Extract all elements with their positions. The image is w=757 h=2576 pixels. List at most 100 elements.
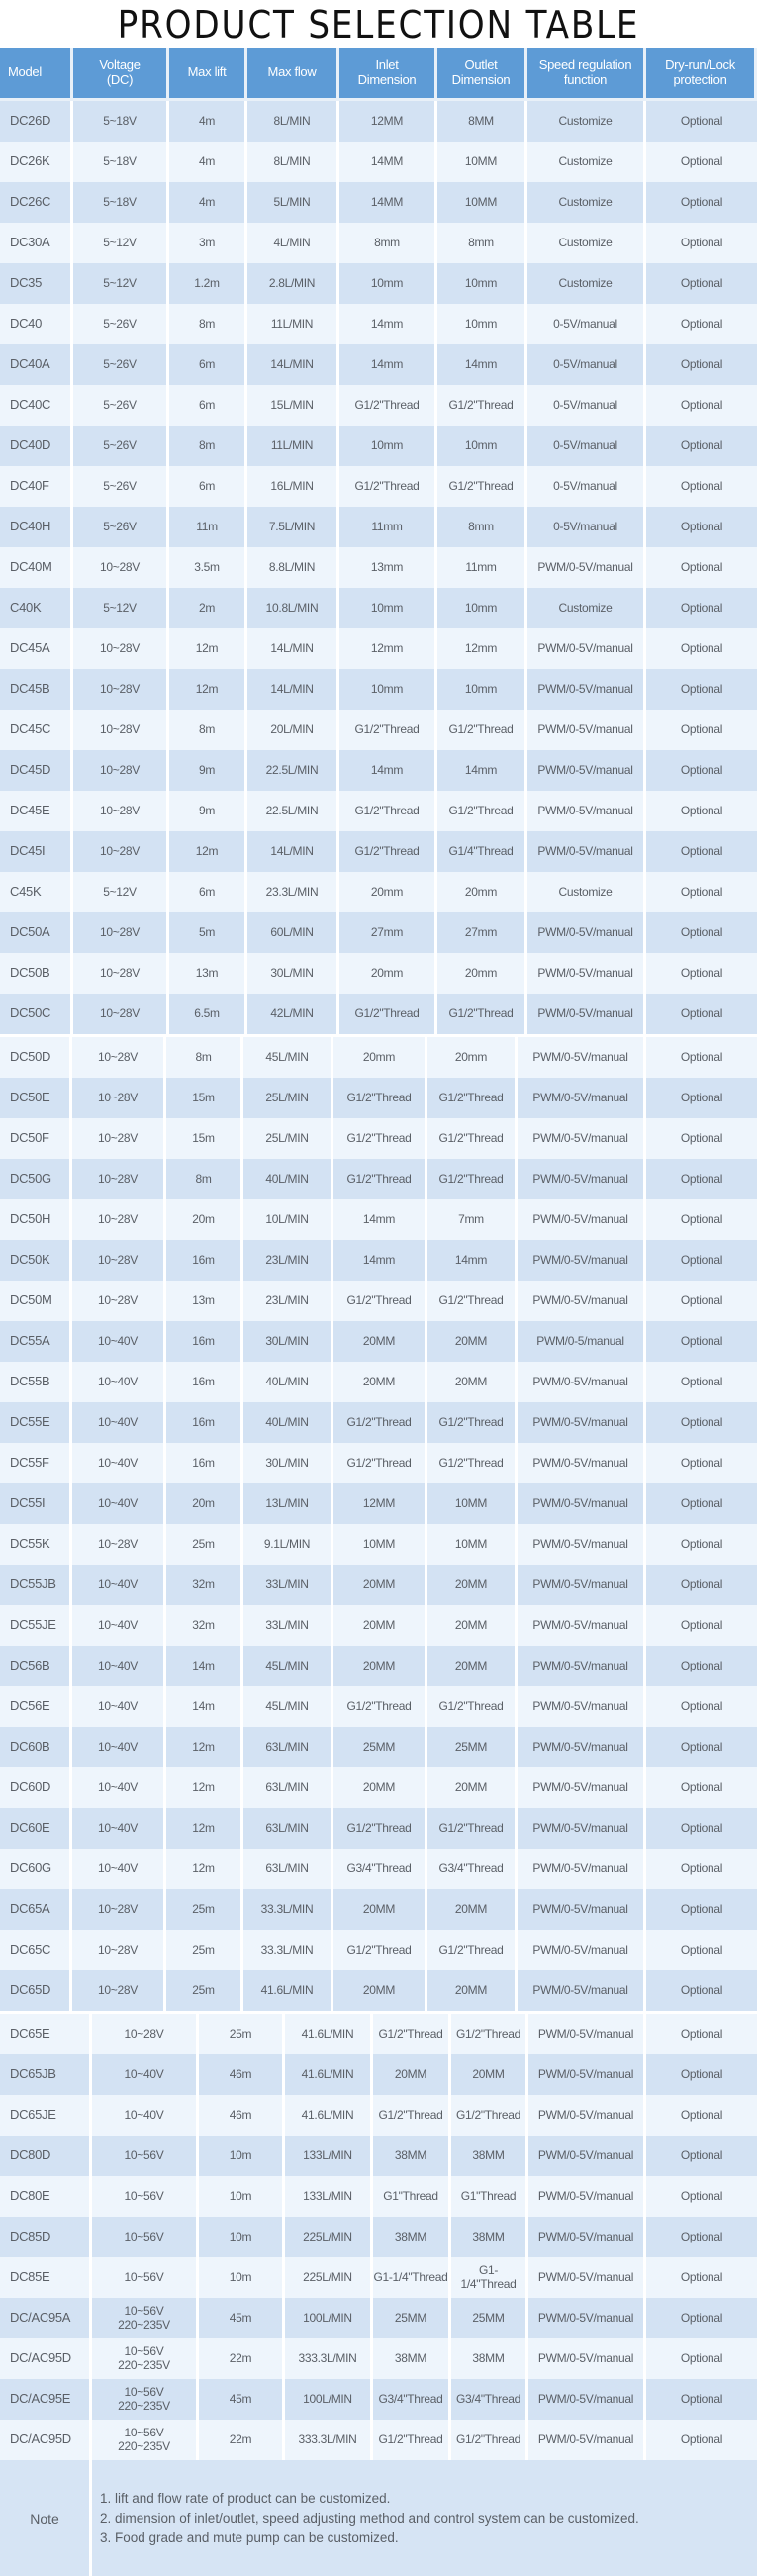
cell-model: DC56B bbox=[0, 1646, 72, 1686]
cell-voltage: 10~56V 220~235V bbox=[92, 2298, 199, 2338]
cell-speed-regulation: PWM/0-5V/manual bbox=[527, 912, 646, 953]
column-header-outlet: Outlet Dimension bbox=[437, 48, 527, 101]
cell-inlet: 20mm bbox=[333, 1037, 427, 1078]
table-row: DC50G 10~28V 8m 40L/MIN G1/2"Thread G1/2"Thre… bbox=[0, 1159, 757, 1199]
cell-max-lift: 6m bbox=[169, 872, 247, 912]
cell-max-flow: 23L/MIN bbox=[243, 1281, 333, 1321]
cell-max-flow: 33L/MIN bbox=[243, 1605, 333, 1646]
cell-outlet: 14mm bbox=[437, 750, 527, 791]
table-body: DC26D 5~18V 4m 8L/MIN 12MM 8MM Customize Option… bbox=[0, 101, 757, 2460]
cell-protection: Optional bbox=[646, 750, 757, 791]
table-row: DC60B 10~40V 12m 63L/MIN 25MM 25MM PWM/0-5V/ma… bbox=[0, 1727, 757, 1767]
table-row: DC/AC95D 10~56V 220~235V 22m 333.3L/MIN 38MM… bbox=[0, 2338, 757, 2379]
cell-voltage: 10~28V bbox=[73, 912, 169, 953]
cell-protection: Optional bbox=[646, 710, 757, 750]
cell-inlet: 20MM bbox=[333, 1565, 427, 1605]
cell-max-lift: 6m bbox=[169, 466, 247, 507]
table-row: DC56B 10~40V 14m 45L/MIN 20MM 20MM PWM/0-5V/ma… bbox=[0, 1646, 757, 1686]
cell-max-lift: 4m bbox=[169, 182, 247, 223]
cell-inlet: 14MM bbox=[339, 142, 437, 182]
cell-max-lift: 20m bbox=[166, 1483, 243, 1524]
cell-outlet: G1/2"Thread bbox=[451, 2420, 528, 2460]
cell-model: DC40A bbox=[0, 344, 73, 385]
cell-protection: Optional bbox=[646, 1078, 757, 1118]
cell-voltage: 10~28V bbox=[72, 1970, 166, 2011]
cell-protection: Optional bbox=[646, 2217, 757, 2257]
cell-model: DC50C bbox=[0, 994, 73, 1034]
cell-model: DC55F bbox=[0, 1443, 72, 1483]
cell-outlet: 20MM bbox=[427, 1565, 518, 1605]
table-row: DC26K 5~18V 4m 8L/MIN 14MM 10MM Customize Optio… bbox=[0, 142, 757, 182]
cell-outlet: G1/2"Thread bbox=[427, 1118, 518, 1159]
cell-speed-regulation: Customize bbox=[527, 182, 646, 223]
cell-protection: Optional bbox=[646, 2176, 757, 2217]
cell-max-flow: 33.3L/MIN bbox=[243, 1889, 333, 1930]
cell-speed-regulation: PWM/0-5V/manual bbox=[527, 669, 646, 710]
cell-inlet: 10mm bbox=[339, 426, 437, 466]
cell-voltage: 5~26V bbox=[73, 466, 169, 507]
cell-max-lift: 6m bbox=[169, 344, 247, 385]
cell-outlet: 20MM bbox=[427, 1321, 518, 1362]
cell-outlet: 20MM bbox=[427, 1605, 518, 1646]
table-row: DC45D 10~28V 9m 22.5L/MIN 14mm 14mm PWM/0-5V/m… bbox=[0, 750, 757, 791]
cell-outlet: 10mm bbox=[437, 426, 527, 466]
cell-protection: Optional bbox=[646, 2257, 757, 2298]
cell-max-lift: 6m bbox=[169, 385, 247, 426]
cell-inlet: 20MM bbox=[333, 1889, 427, 1930]
cell-model: DC55A bbox=[0, 1321, 72, 1362]
cell-model: DC40D bbox=[0, 426, 73, 466]
table-row: DC65D 10~28V 25m 41.6L/MIN 20MM 20MM PWM/0-5V/… bbox=[0, 1970, 757, 2011]
cell-model: DC55B bbox=[0, 1362, 72, 1402]
cell-speed-regulation: PWM/0-5V/manual bbox=[518, 1240, 646, 1281]
cell-max-lift: 32m bbox=[166, 1565, 243, 1605]
cell-protection: Optional bbox=[646, 2136, 757, 2176]
cell-outlet: 7mm bbox=[427, 1199, 518, 1240]
note-line: 3. Food grade and mute pump can be custo… bbox=[100, 2529, 399, 2545]
cell-max-lift: 4m bbox=[169, 101, 247, 142]
cell-protection: Optional bbox=[646, 953, 757, 994]
cell-protection: Optional bbox=[646, 142, 757, 182]
cell-voltage: 10~40V bbox=[72, 1321, 166, 1362]
cell-voltage: 5~26V bbox=[73, 385, 169, 426]
cell-max-lift: 9m bbox=[169, 750, 247, 791]
cell-speed-regulation: PWM/0-5V/manual bbox=[518, 1727, 646, 1767]
cell-inlet: G3/4"Thread bbox=[373, 2379, 451, 2420]
cell-outlet: 20MM bbox=[451, 2054, 528, 2095]
cell-outlet: 12mm bbox=[437, 628, 527, 669]
cell-speed-regulation: PWM/0-5V/manual bbox=[527, 628, 646, 669]
cell-max-lift: 16m bbox=[166, 1443, 243, 1483]
cell-max-flow: 2.8L/MIN bbox=[247, 263, 339, 304]
table-row: DC26C 5~18V 4m 5L/MIN 14MM 10MM Customize Optio… bbox=[0, 182, 757, 223]
cell-max-flow: 4L/MIN bbox=[247, 223, 339, 263]
cell-speed-regulation: PWM/0-5V/manual bbox=[518, 1443, 646, 1483]
table-row: DC45B 10~28V 12m 14L/MIN 10mm 10mm PWM/0-5V/ma… bbox=[0, 669, 757, 710]
cell-outlet: G1/2"Thread bbox=[427, 1078, 518, 1118]
cell-voltage: 10~28V bbox=[72, 1199, 166, 1240]
cell-model: DC40F bbox=[0, 466, 73, 507]
cell-speed-regulation: PWM/0-5V/manual bbox=[528, 2176, 646, 2217]
cell-max-lift: 25m bbox=[166, 1524, 243, 1565]
column-header-voltage: Voltage (DC) bbox=[73, 48, 169, 101]
cell-inlet: G1/2"Thread bbox=[339, 385, 437, 426]
cell-max-flow: 8L/MIN bbox=[247, 142, 339, 182]
cell-model: DC50F bbox=[0, 1118, 72, 1159]
cell-voltage: 10~40V bbox=[72, 1686, 166, 1727]
cell-voltage: 10~28V bbox=[73, 953, 169, 994]
table-row: DC80D 10~56V 10m 133L/MIN 38MM 38MM PWM/0-5V/m… bbox=[0, 2136, 757, 2176]
cell-protection: Optional bbox=[646, 1605, 757, 1646]
cell-max-flow: 5L/MIN bbox=[247, 182, 339, 223]
cell-speed-regulation: PWM/0-5V/manual bbox=[528, 2257, 646, 2298]
cell-protection: Optional bbox=[646, 223, 757, 263]
table-row: DC65JE 10~40V 46m 41.6L/MIN G1/2"Thread G1/2"… bbox=[0, 2095, 757, 2136]
table-row: C45K 5~12V 6m 23.3L/MIN 20mm 20mm Customize Opt… bbox=[0, 872, 757, 912]
table-row: DC50K 10~28V 16m 23L/MIN 14mm 14mm PWM/0-5V/ma… bbox=[0, 1240, 757, 1281]
cell-max-flow: 45L/MIN bbox=[243, 1646, 333, 1686]
table-row: DC45C 10~28V 8m 20L/MIN G1/2"Thread G1/2"Thre… bbox=[0, 710, 757, 750]
cell-model: DC45C bbox=[0, 710, 73, 750]
cell-protection: Optional bbox=[646, 872, 757, 912]
column-header-protection: Dry-run/Lock protection bbox=[646, 48, 757, 101]
cell-outlet: G1/2"Thread bbox=[437, 466, 527, 507]
cell-max-flow: 333.3L/MIN bbox=[285, 2420, 373, 2460]
cell-outlet: G1/2"Thread bbox=[427, 1443, 518, 1483]
cell-max-flow: 22.5L/MIN bbox=[247, 750, 339, 791]
